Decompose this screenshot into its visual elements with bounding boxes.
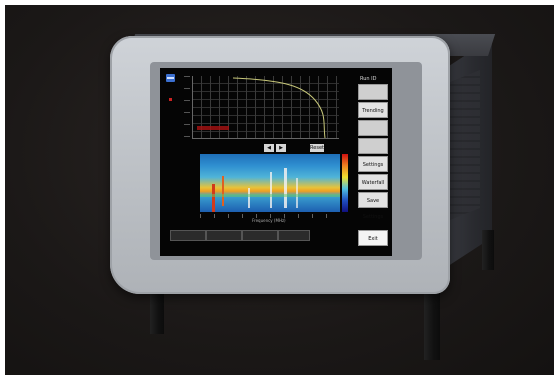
brand-logo-icon: [166, 74, 175, 82]
tab-1[interactable]: [170, 230, 206, 241]
colorbar-legend: [342, 154, 348, 212]
rear-foot-left: [150, 286, 164, 334]
alarm-band: [197, 126, 229, 130]
trend-plot[interactable]: [192, 76, 339, 139]
save-settings-button[interactable]: Save Settings: [358, 192, 388, 220]
run-id-label: Run ID: [360, 76, 377, 82]
trending-button[interactable]: Trending: [358, 102, 388, 118]
reset-button[interactable]: Reset: [310, 144, 324, 152]
waterfall-spectrogram[interactable]: [200, 154, 340, 212]
exit-button[interactable]: Exit: [358, 230, 388, 246]
side-button-3[interactable]: [358, 120, 388, 136]
trend-curve: [232, 77, 326, 138]
side-button-1[interactable]: [358, 84, 388, 100]
tab-3[interactable]: [242, 230, 278, 241]
next-button[interactable]: ▶: [276, 144, 286, 152]
status-indicator: [169, 98, 172, 101]
side-button-4[interactable]: [358, 138, 388, 154]
rear-foot-right: [482, 230, 494, 270]
spectro-features: [200, 168, 340, 212]
prev-button[interactable]: ◀: [264, 144, 274, 152]
front-foot-right: [424, 282, 440, 360]
tab-4[interactable]: [278, 230, 310, 241]
chassis-vent: [450, 70, 480, 220]
top-plot-y-axis: [184, 76, 190, 138]
spectro-x-label: Frequency (MHz): [252, 218, 286, 223]
waterfall-button[interactable]: Waterfall: [358, 174, 388, 190]
tab-2[interactable]: [206, 230, 242, 241]
spectro-x-axis: [200, 214, 340, 218]
settings-button[interactable]: Settings: [358, 156, 388, 172]
touchscreen-display[interactable]: ◀ ▶ Reset Frequency (MHz) Run ID Trendin…: [160, 68, 392, 256]
